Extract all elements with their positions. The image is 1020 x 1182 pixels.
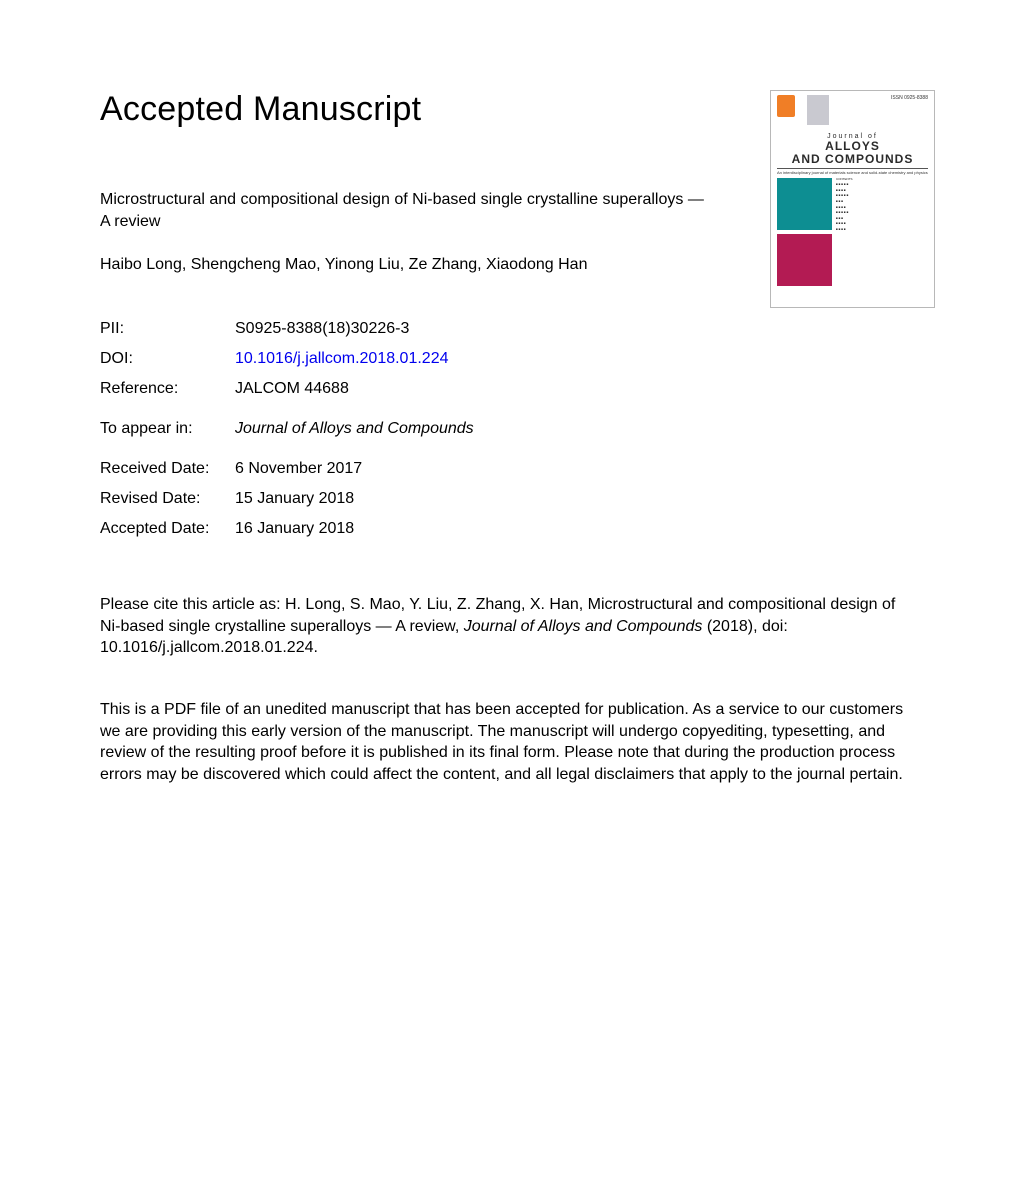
cover-header: ISSN 0925-8388 [771,91,934,131]
cover-left-column [777,178,832,286]
table-row: DOI: 10.1016/j.jallcom.2018.01.224 [100,344,474,374]
journal-cover-thumbnail: ISSN 0925-8388 Journal of ALLOYS AND COM… [770,90,935,308]
received-value: 6 November 2017 [235,454,474,484]
reference-value: JALCOM 44688 [235,374,474,404]
pii-label: PII: [100,314,235,344]
cover-journal-name-1: ALLOYS [771,140,934,153]
cover-rule [777,168,928,169]
accepted-value: 16 January 2018 [235,514,474,544]
metadata-table: PII: S0925-8388(18)30226-3 DOI: 10.1016/… [100,314,474,544]
cover-toc: CONTENTS■ ■ ■ ■ ■■ ■ ■ ■■ ■ ■ ■ ■■ ■ ■■ … [836,178,928,286]
doi-link[interactable]: 10.1016/j.jallcom.2018.01.224 [235,350,449,367]
doi-label: DOI: [100,344,235,374]
table-row: Reference: JALCOM 44688 [100,374,474,404]
table-row: Revised Date: 15 January 2018 [100,484,474,514]
revised-label: Revised Date: [100,484,235,514]
elsevier-logo-icon [777,95,795,117]
citation-journal: Journal of Alloys and Compounds [464,618,703,635]
cover-subtitle: An interdisciplinary journal of material… [777,171,928,175]
cover-journal-name-2: AND COMPOUNDS [771,153,934,166]
cover-magenta-box [777,234,832,286]
accepted-label: Accepted Date: [100,514,235,544]
table-row: Accepted Date: 16 January 2018 [100,514,474,544]
table-row: Received Date: 6 November 2017 [100,454,474,484]
disclaimer-text: This is a PDF file of an unedited manusc… [100,699,910,785]
table-row: PII: S0925-8388(18)30226-3 [100,314,474,344]
revised-value: 15 January 2018 [235,484,474,514]
citation-note: Please cite this article as: H. Long, S.… [100,594,910,659]
table-row: To appear in: Journal of Alloys and Comp… [100,414,474,444]
received-label: Received Date: [100,454,235,484]
cover-issn: ISSN 0925-8388 [891,95,928,101]
cover-grey-block [807,95,829,125]
appearin-value: Journal of Alloys and Compounds [235,414,474,444]
cover-body: CONTENTS■ ■ ■ ■ ■■ ■ ■ ■■ ■ ■ ■ ■■ ■ ■■ … [777,178,928,286]
article-title: Microstructural and compositional design… [100,189,710,232]
appearin-label: To appear in: [100,414,235,444]
manuscript-page: Accepted Manuscript ISSN 0925-8388 Journ… [0,0,1020,785]
pii-value: S0925-8388(18)30226-3 [235,314,474,344]
reference-label: Reference: [100,374,235,404]
cover-teal-box [777,178,832,230]
